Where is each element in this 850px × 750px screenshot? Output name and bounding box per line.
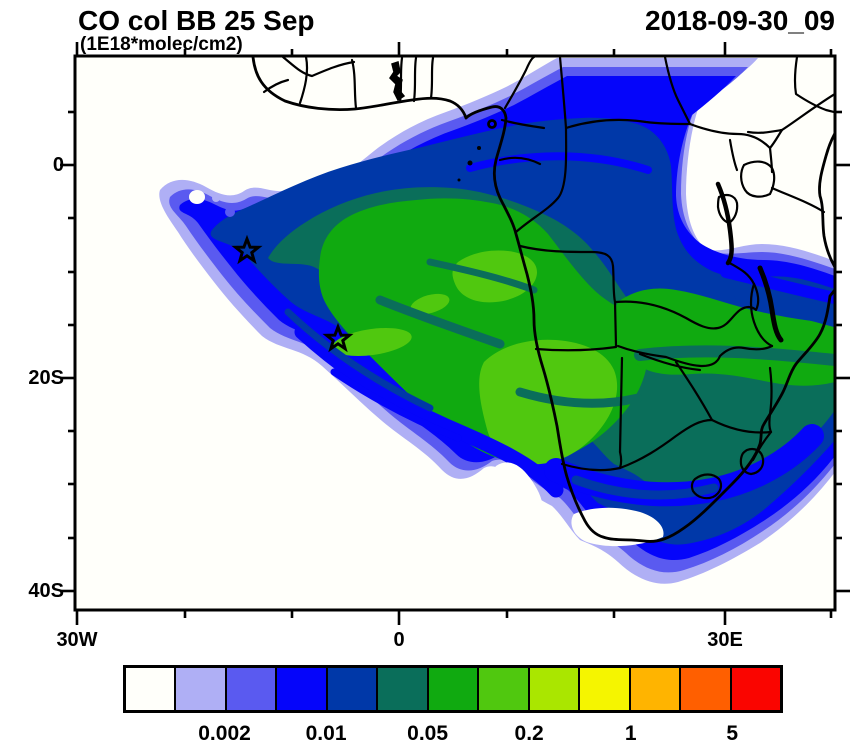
colorbar-label: 0.01: [305, 722, 347, 745]
y-axis-label-0: 0: [52, 154, 64, 176]
colorbar: [123, 665, 783, 713]
colorbar-cell: [275, 668, 326, 710]
lake-tanganyika: [715, 181, 734, 266]
colorbar-cell: [679, 668, 730, 710]
x-axis-label-0: 0: [393, 629, 405, 651]
colorbar-label: 0.2: [514, 722, 544, 745]
plot-timestamp: 2018-09-30_09: [645, 5, 835, 36]
colorbar-cell: [224, 668, 276, 710]
colorbar-label: 5: [726, 722, 739, 745]
plot-units-label: (1E18*molec/cm2): [80, 34, 243, 55]
x-axis-label-30w: 30W: [56, 629, 98, 651]
coastline: [251, 57, 834, 543]
colorbar-label: 0.05: [407, 722, 449, 745]
colorbar-cell: [729, 668, 781, 710]
plot-title: CO col BB 25 Sep: [78, 5, 315, 36]
colorbar-cell: [376, 668, 427, 710]
colorbar-cell: [628, 668, 680, 710]
colorbar-cell: [477, 668, 528, 710]
y-axis-label-20s: 20S: [28, 367, 64, 389]
lake-victoria: [740, 160, 776, 198]
colorbar-cell: [426, 668, 478, 710]
lakes: [389, 61, 784, 343]
colorbar-cell: [174, 668, 225, 710]
colorbar-cell: [578, 668, 629, 710]
colorbar-label: 0.002: [198, 722, 251, 745]
lake-malawi: [757, 265, 784, 343]
colorbar-cell: [527, 668, 579, 710]
axis-ticks: [60, 42, 850, 625]
y-axis-label-40s: 40S: [28, 580, 64, 602]
country-borders: [262, 57, 834, 500]
colorbar-cell: [126, 668, 175, 710]
x-axis-label-30e: 30E: [707, 629, 743, 651]
colorbar-label: 1: [624, 722, 637, 745]
colorbar-cell: [325, 668, 377, 710]
plot-frame: [73, 54, 837, 612]
contour-fills: [159, 58, 834, 584]
